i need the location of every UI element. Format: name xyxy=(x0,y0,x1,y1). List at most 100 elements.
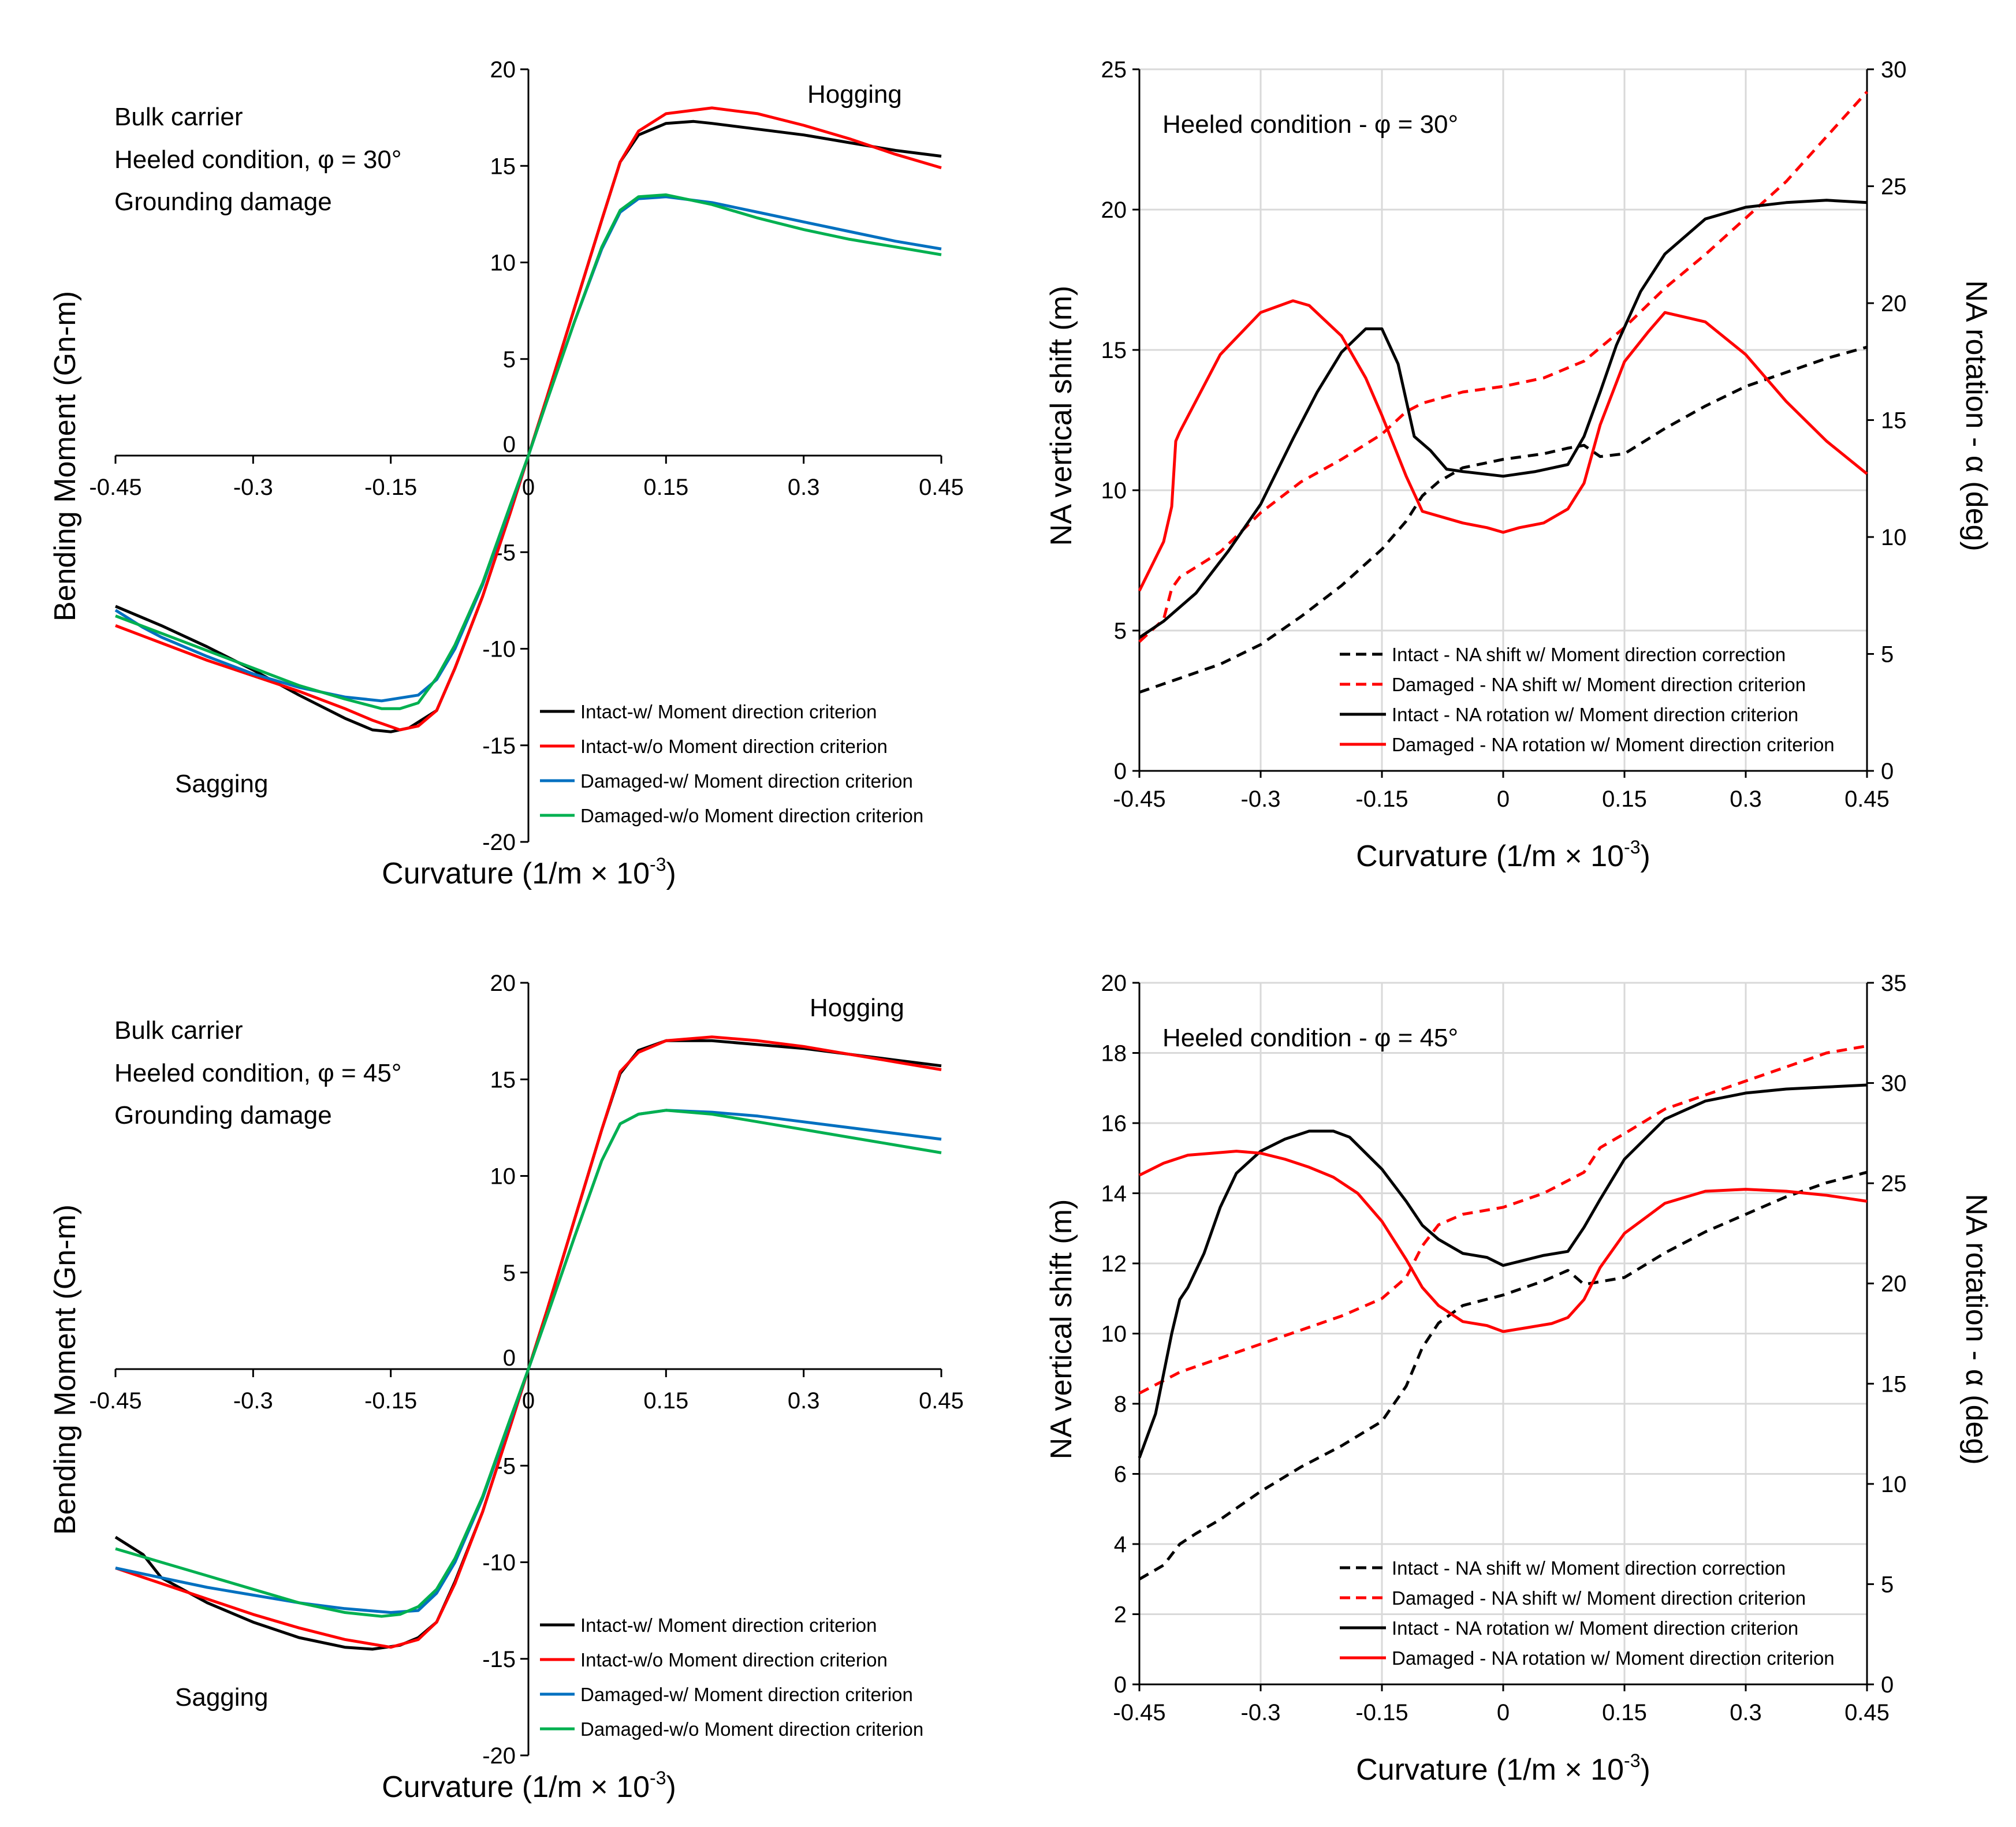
y-tick-label: 15 xyxy=(490,1067,516,1093)
x-tick-label: 0.45 xyxy=(919,1388,964,1414)
chart-na-30: -0.45 -0.3 -0.15 0 0.15 0.3 0.4505101520250510… xyxy=(1045,57,1993,873)
y2-tick-label: 25 xyxy=(1881,174,1907,200)
x-tick-label: -0.45 xyxy=(89,475,141,500)
legend-label-4: Damaged - NA rotation w/ Moment directio… xyxy=(1392,1647,1835,1669)
legend-label-3: Intact - NA rotation w/ Moment direction… xyxy=(1392,1617,1798,1639)
y-tick-label: -10 xyxy=(482,1550,516,1576)
x-tick-label: 0.15 xyxy=(1602,786,1647,812)
x-tick-label: -0.15 xyxy=(1355,786,1408,812)
y2-tick-label: 0 xyxy=(1881,759,1894,784)
series-line-1 xyxy=(1139,345,1868,694)
x-tick-label: 0.45 xyxy=(1844,1700,1890,1725)
series-line-4 xyxy=(1138,1150,1868,1333)
y2-tick-label: 25 xyxy=(1881,1171,1907,1196)
y2-tick-label: 35 xyxy=(1881,971,1907,996)
y-tick-label: -20 xyxy=(482,1743,516,1769)
x-tick-label: -0.15 xyxy=(364,1388,417,1414)
legend-label-2: Intact-w/o Moment direction criterion xyxy=(580,1649,888,1671)
x-tick-label: -0.15 xyxy=(1355,1700,1408,1725)
y2-tick-label: 30 xyxy=(1881,1071,1907,1097)
y-tick-label: 25 xyxy=(1101,57,1127,83)
ann-block: Bulk carrier Heeled condition, φ = 45° G… xyxy=(114,1016,401,1129)
chart-title: Heeled condition - φ = 45° xyxy=(1162,1024,1458,1052)
y-tick-label: 10 xyxy=(1101,478,1127,504)
ann-ship-type: Bulk carrier xyxy=(114,103,243,131)
y-tick-label: 18 xyxy=(1101,1041,1127,1067)
y2-tick-label: 5 xyxy=(1881,1572,1894,1597)
x-tick-label: 0.45 xyxy=(1844,786,1890,812)
legend-label-4: Damaged-w/o Moment direction criterion xyxy=(580,1718,923,1740)
x-tick-label: -0.45 xyxy=(1113,786,1165,812)
y-tick-label: 12 xyxy=(1101,1251,1127,1277)
chart-na-45: -0.45 -0.3 -0.15 0 0.15 0.3 0.4502468101214161… xyxy=(1045,971,1993,1787)
y-tick-label: -20 xyxy=(482,830,516,855)
x-axis-title: Curvature (1/m × 10-3) xyxy=(382,854,676,890)
legend-label-2: Intact-w/o Moment direction criterion xyxy=(580,736,888,757)
y-tick-label: 15 xyxy=(490,154,516,179)
x-tick-label: 0.45 xyxy=(919,475,964,500)
y-tick-label: -10 xyxy=(482,637,516,662)
y-tick-label: 20 xyxy=(490,57,516,83)
y-tick-label: 14 xyxy=(1101,1181,1127,1207)
x-tick-label: 0.3 xyxy=(788,1388,820,1414)
y2-axis-title: NA rotation - α (deg) xyxy=(1959,280,1993,551)
y-tick-label: 6 xyxy=(1114,1462,1127,1487)
chart-title: Heeled condition - φ = 30° xyxy=(1162,110,1458,139)
x-tick-label: 0.15 xyxy=(1602,1700,1647,1725)
y-tick-label: 20 xyxy=(1101,971,1127,996)
x-tick-label: -0.3 xyxy=(1241,786,1281,812)
series-line-3 xyxy=(1138,1083,1868,1459)
legend-label-1: Intact - NA shift w/ Moment direction co… xyxy=(1392,1557,1786,1579)
legend-label-4: Damaged-w/o Moment direction criterion xyxy=(580,805,923,826)
y-tick-label: 15 xyxy=(1101,338,1127,363)
y-axis-title: NA vertical shift (m) xyxy=(1045,286,1078,546)
ann-damage: Grounding damage xyxy=(114,188,332,216)
y-tick-label: 5 xyxy=(503,347,516,372)
y-tick-label: 0 xyxy=(1114,759,1127,784)
y-tick-label: 4 xyxy=(1114,1532,1127,1557)
ann-condition: Heeled condition, φ = 30° xyxy=(114,146,401,174)
chart-bending-moment-30: Bulk carrier Heeled condition, φ = 30° G… xyxy=(49,57,964,890)
x-tick-label: 0.15 xyxy=(643,1388,688,1414)
x-axis-title: Curvature (1/m × 10-3) xyxy=(1356,837,1650,873)
x-axis-title: Curvature (1/m × 10-3) xyxy=(1356,1750,1650,1787)
y-tick-label: 0 xyxy=(1114,1672,1127,1698)
x-tick-label: -0.3 xyxy=(233,1388,273,1414)
label-sagging: Sagging xyxy=(175,770,268,798)
ann-ship-type: Bulk carrier xyxy=(114,1016,243,1045)
y-tick-label: 10 xyxy=(490,251,516,276)
chart-bending-moment-45: Bulk carrier Heeled condition, φ = 45° G… xyxy=(49,971,964,1804)
x-tick-label: 0 xyxy=(1497,786,1510,812)
y-tick-label: 5 xyxy=(503,1261,516,1286)
y-tick-label: 10 xyxy=(490,1164,516,1190)
y-tick-label: -15 xyxy=(482,733,516,759)
y2-tick-label: 10 xyxy=(1881,525,1907,550)
label-sagging: Sagging xyxy=(175,1683,268,1712)
x-tick-label: 0 xyxy=(522,1388,535,1414)
y-tick-label: -15 xyxy=(482,1647,516,1672)
legend-label-1: Intact-w/ Moment direction criterion xyxy=(580,1615,877,1636)
legend-label-2: Damaged - NA shift w/ Moment direction c… xyxy=(1392,674,1806,695)
legend-label-4: Damaged - NA rotation w/ Moment directio… xyxy=(1392,734,1835,755)
y2-tick-label: 15 xyxy=(1881,408,1907,434)
ann-block: Bulk carrier Heeled condition, φ = 30° G… xyxy=(114,103,401,216)
legend-label-3: Intact - NA rotation w/ Moment direction… xyxy=(1392,704,1798,725)
y-tick-label: 2 xyxy=(1114,1602,1127,1628)
ann-condition: Heeled condition, φ = 45° xyxy=(114,1059,401,1087)
y2-tick-label: 20 xyxy=(1881,291,1907,316)
label-hogging: Hogging xyxy=(807,80,902,109)
y2-tick-label: 20 xyxy=(1881,1272,1907,1297)
x-axis-title: Curvature (1/m × 10-3) xyxy=(382,1768,676,1804)
y-tick-label: 8 xyxy=(1114,1392,1127,1417)
x-tick-label: 0.3 xyxy=(1730,786,1762,812)
legend-label-1: Intact - NA shift w/ Moment direction co… xyxy=(1392,644,1786,665)
series-line-2 xyxy=(1138,91,1868,643)
series-line-4 xyxy=(115,1109,942,1618)
x-tick-label: 0.15 xyxy=(643,475,688,500)
x-tick-label: 0.3 xyxy=(1730,1700,1762,1725)
y-tick-label: 0 xyxy=(503,1345,516,1371)
y-tick-label: 16 xyxy=(1101,1111,1127,1136)
y2-tick-label: 30 xyxy=(1881,57,1907,83)
y-axis-title: Bending Moment (Gn-m) xyxy=(49,291,82,621)
y2-tick-label: 5 xyxy=(1881,642,1894,668)
